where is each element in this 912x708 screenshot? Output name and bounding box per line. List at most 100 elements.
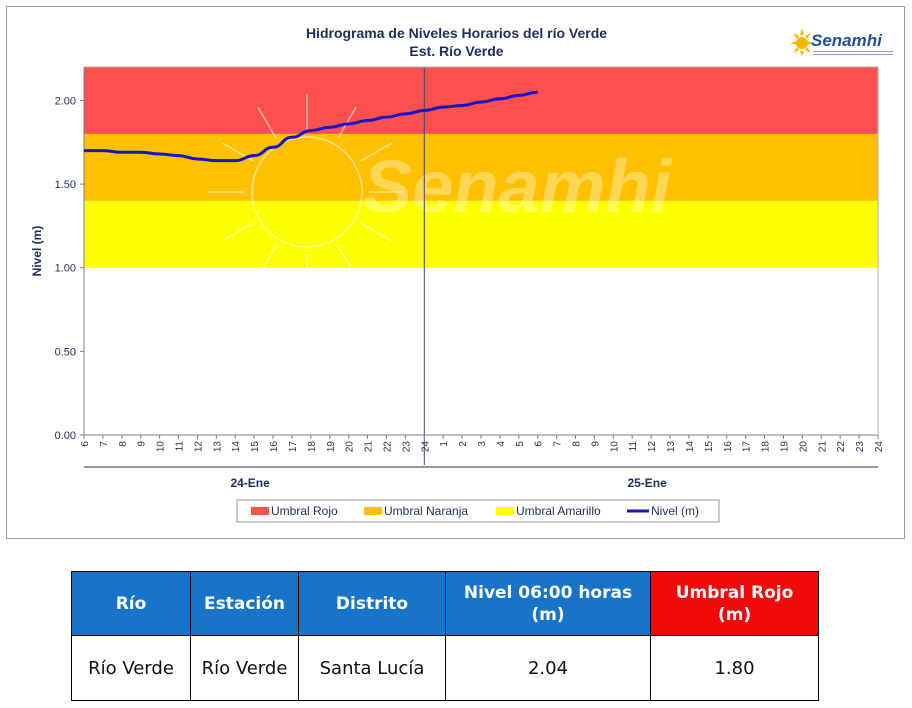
logo-subline [813, 51, 893, 55]
cell-distrito: Santa Lucía [298, 635, 446, 701]
header-nivel-line1: Nivel 06:00 horas [463, 582, 633, 603]
x-tick-label: 12 [647, 441, 658, 453]
cell-umbral-rojo: 1.80 [650, 635, 819, 701]
watermark-sun-ray [337, 245, 357, 278]
x-tick-label: 5 [515, 441, 526, 447]
day-label: 24-Ene [230, 476, 270, 490]
x-tick-label: 7 [553, 441, 564, 447]
x-tick-label: 18 [307, 441, 318, 453]
x-tick-label: 12 [193, 441, 204, 453]
x-tick-label: 11 [175, 441, 186, 452]
x-tick-label: 10 [609, 441, 620, 453]
legend-swatch [364, 507, 382, 515]
watermark-sun-ray [257, 106, 277, 139]
x-tick-label: 14 [685, 441, 696, 453]
watermark-sun-core [251, 136, 363, 248]
x-tick-label: 7 [99, 441, 110, 447]
chart-title: Hidrograma de Niveles Horarios del río V… [305, 25, 608, 41]
x-tick-label: 23 [855, 441, 866, 453]
x-tick-label: 13 [212, 441, 223, 453]
senamhi-logo: Senamhi [787, 21, 897, 67]
x-tick-label: 2 [458, 441, 469, 447]
cell-estacion: Río Verde [190, 635, 299, 701]
header-estacion: Estación [190, 571, 299, 636]
x-tick-label: 6 [80, 441, 91, 447]
x-tick-label: 20 [798, 441, 809, 453]
header-umbral-line1: Umbral Rojo [675, 582, 794, 603]
header-estacion-text: Estación [203, 593, 285, 614]
y-tick-labels: 0.00 0.50 1.00 1.50 2.00 [55, 95, 84, 442]
x-tick-label: 19 [779, 441, 790, 453]
chart-subtitle: Est. Río Verde [409, 43, 504, 59]
watermark-sun-ray [257, 245, 277, 278]
y-tick-label: 1.50 [55, 179, 76, 191]
x-tick-label: 9 [590, 441, 601, 447]
y-tick-label: 2.00 [55, 95, 76, 107]
x-tick-label: 22 [836, 441, 847, 453]
legend: Umbral Rojo Umbral Naranja Umbral Amarillo… [236, 499, 720, 523]
x-tick-label: 22 [382, 441, 393, 453]
y-tick-label: 1.00 [55, 263, 76, 275]
x-tick-label: 15 [704, 441, 715, 453]
header-distrito: Distrito [298, 571, 446, 636]
legend-swatch [496, 507, 514, 515]
x-tick-label: 8 [572, 441, 583, 447]
legend-swatch [251, 507, 269, 515]
y-axis-title: Nivel (m) [30, 226, 44, 277]
x-tick-label: 8 [118, 441, 129, 447]
header-distrito-text: Distrito [335, 593, 409, 614]
header-rio: Río [71, 571, 191, 636]
watermark-sun-ray [221, 222, 254, 242]
legend-label: Umbral Naranja [384, 504, 468, 518]
x-tick-label: 18 [761, 441, 772, 453]
x-tick-label: 17 [288, 441, 299, 453]
band-umbral-amarillo [84, 200, 878, 268]
x-tick-label: 9 [137, 441, 148, 447]
watermark-sun-ray [360, 142, 393, 162]
x-tick-label: 16 [723, 441, 734, 453]
x-tick-label: 13 [666, 441, 677, 453]
x-tick-label: 21 [817, 441, 828, 453]
cell-rio: Río Verde [71, 635, 191, 701]
logo-text: Senamhi [811, 31, 882, 50]
x-tick-label: 11 [628, 441, 639, 452]
x-tick-label: 19 [326, 441, 337, 453]
table-row: Río Verde Río Verde Santa Lucía 2.04 1.8… [71, 635, 819, 701]
watermark-sun-ray [360, 222, 393, 242]
legend-label: Umbral Rojo [271, 504, 338, 518]
x-tick-label: 6 [534, 441, 545, 447]
x-tick-label: 24 [420, 441, 431, 453]
x-tick-label: 4 [496, 441, 507, 447]
x-tick-label: 24 [874, 441, 885, 453]
x-tick-label: 16 [269, 441, 280, 453]
x-tick-labels: 6 7 8 9 10 11 12 13 14 15 16 17 18 19 20 21 22 23 24 1 2 3 4 5 6… [80, 435, 885, 452]
header-nivel: Nivel 06:00 horas (m) [445, 571, 651, 636]
x-tick-label: 14 [231, 441, 242, 453]
watermark-text: Senamhi [363, 145, 673, 228]
station-table: Río Estación Distrito Nivel 06:00 horas … [71, 571, 819, 701]
x-tick-label: 15 [250, 441, 261, 453]
x-tick-label: 23 [401, 441, 412, 453]
level-series [83, 90, 538, 163]
header-rio-text: Río [115, 593, 147, 614]
x-tick-label: 3 [477, 441, 488, 447]
threshold-bands [84, 67, 878, 435]
band-umbral-rojo [84, 67, 878, 134]
senamhi-watermark: Senamhi [209, 94, 673, 290]
legend-box [236, 499, 720, 523]
hydrograph-chart: Senamhi 0.000.501.001.502.00 6 7 8 9 10 11 12 1… [30, 66, 885, 523]
y-tick-label: 0.00 [55, 430, 76, 442]
day-label: 25-Ene [627, 476, 667, 490]
table-header-row: Río Estación Distrito Nivel 06:00 horas … [71, 571, 819, 636]
x-tick-label: 1 [439, 441, 450, 447]
x-tick-label: 17 [742, 441, 753, 453]
y-tick-label: 0.50 [55, 346, 76, 358]
legend-label: Umbral Amarillo [516, 504, 601, 518]
day-labels: 24-Ene 25-Ene [230, 476, 667, 490]
y-axis-label: Nivel (m) [30, 226, 44, 277]
x-tick-label: 20 [345, 441, 356, 453]
x-tick-label: 21 [364, 441, 375, 453]
cell-nivel: 2.04 [445, 635, 651, 701]
header-nivel-line2: (m) [531, 604, 565, 625]
legend-label: Nivel (m) [651, 504, 699, 518]
